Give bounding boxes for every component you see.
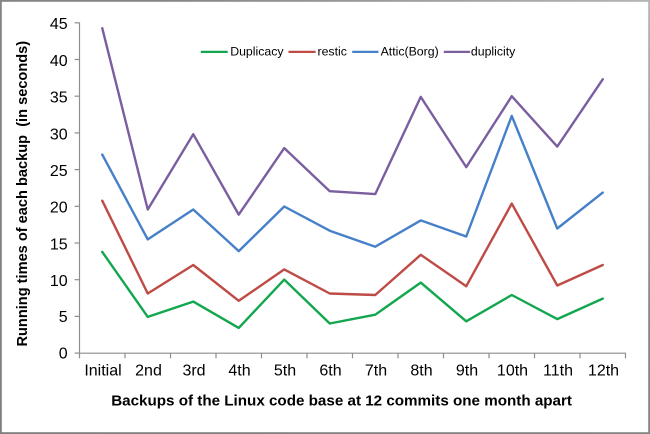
svg-text:10th: 10th (497, 363, 528, 380)
svg-text:45: 45 (50, 16, 68, 33)
svg-text:3rd: 3rd (182, 363, 205, 380)
svg-text:Attic(Borg): Attic(Borg) (381, 45, 439, 59)
svg-text:0: 0 (59, 346, 68, 363)
svg-text:5: 5 (59, 309, 68, 326)
svg-text:Backups of the Linux code base: Backups of the Linux code base at 12 com… (111, 392, 572, 409)
svg-text:9th: 9th (456, 363, 478, 380)
svg-text:Initial: Initial (84, 363, 121, 380)
svg-text:5th: 5th (274, 363, 296, 380)
svg-text:20: 20 (50, 200, 68, 217)
svg-text:2nd: 2nd (135, 363, 162, 380)
svg-text:25: 25 (50, 163, 68, 180)
svg-text:12th: 12th (588, 363, 619, 380)
svg-text:4th: 4th (228, 363, 250, 380)
svg-text:restic: restic (318, 45, 347, 59)
svg-text:duplicity: duplicity (471, 45, 516, 59)
svg-text:15: 15 (50, 236, 68, 253)
svg-text:7th: 7th (365, 363, 387, 380)
svg-text:11th: 11th (543, 363, 573, 380)
svg-text:40: 40 (50, 53, 68, 70)
svg-text:10: 10 (50, 273, 68, 290)
svg-text:Running times of each backup: Running times of each backup (in seconds… (15, 41, 31, 347)
svg-text:8th: 8th (410, 363, 432, 380)
svg-text:35: 35 (50, 90, 68, 107)
svg-text:Duplicacy: Duplicacy (230, 45, 284, 59)
svg-text:6th: 6th (319, 363, 341, 380)
svg-text:30: 30 (50, 126, 68, 143)
